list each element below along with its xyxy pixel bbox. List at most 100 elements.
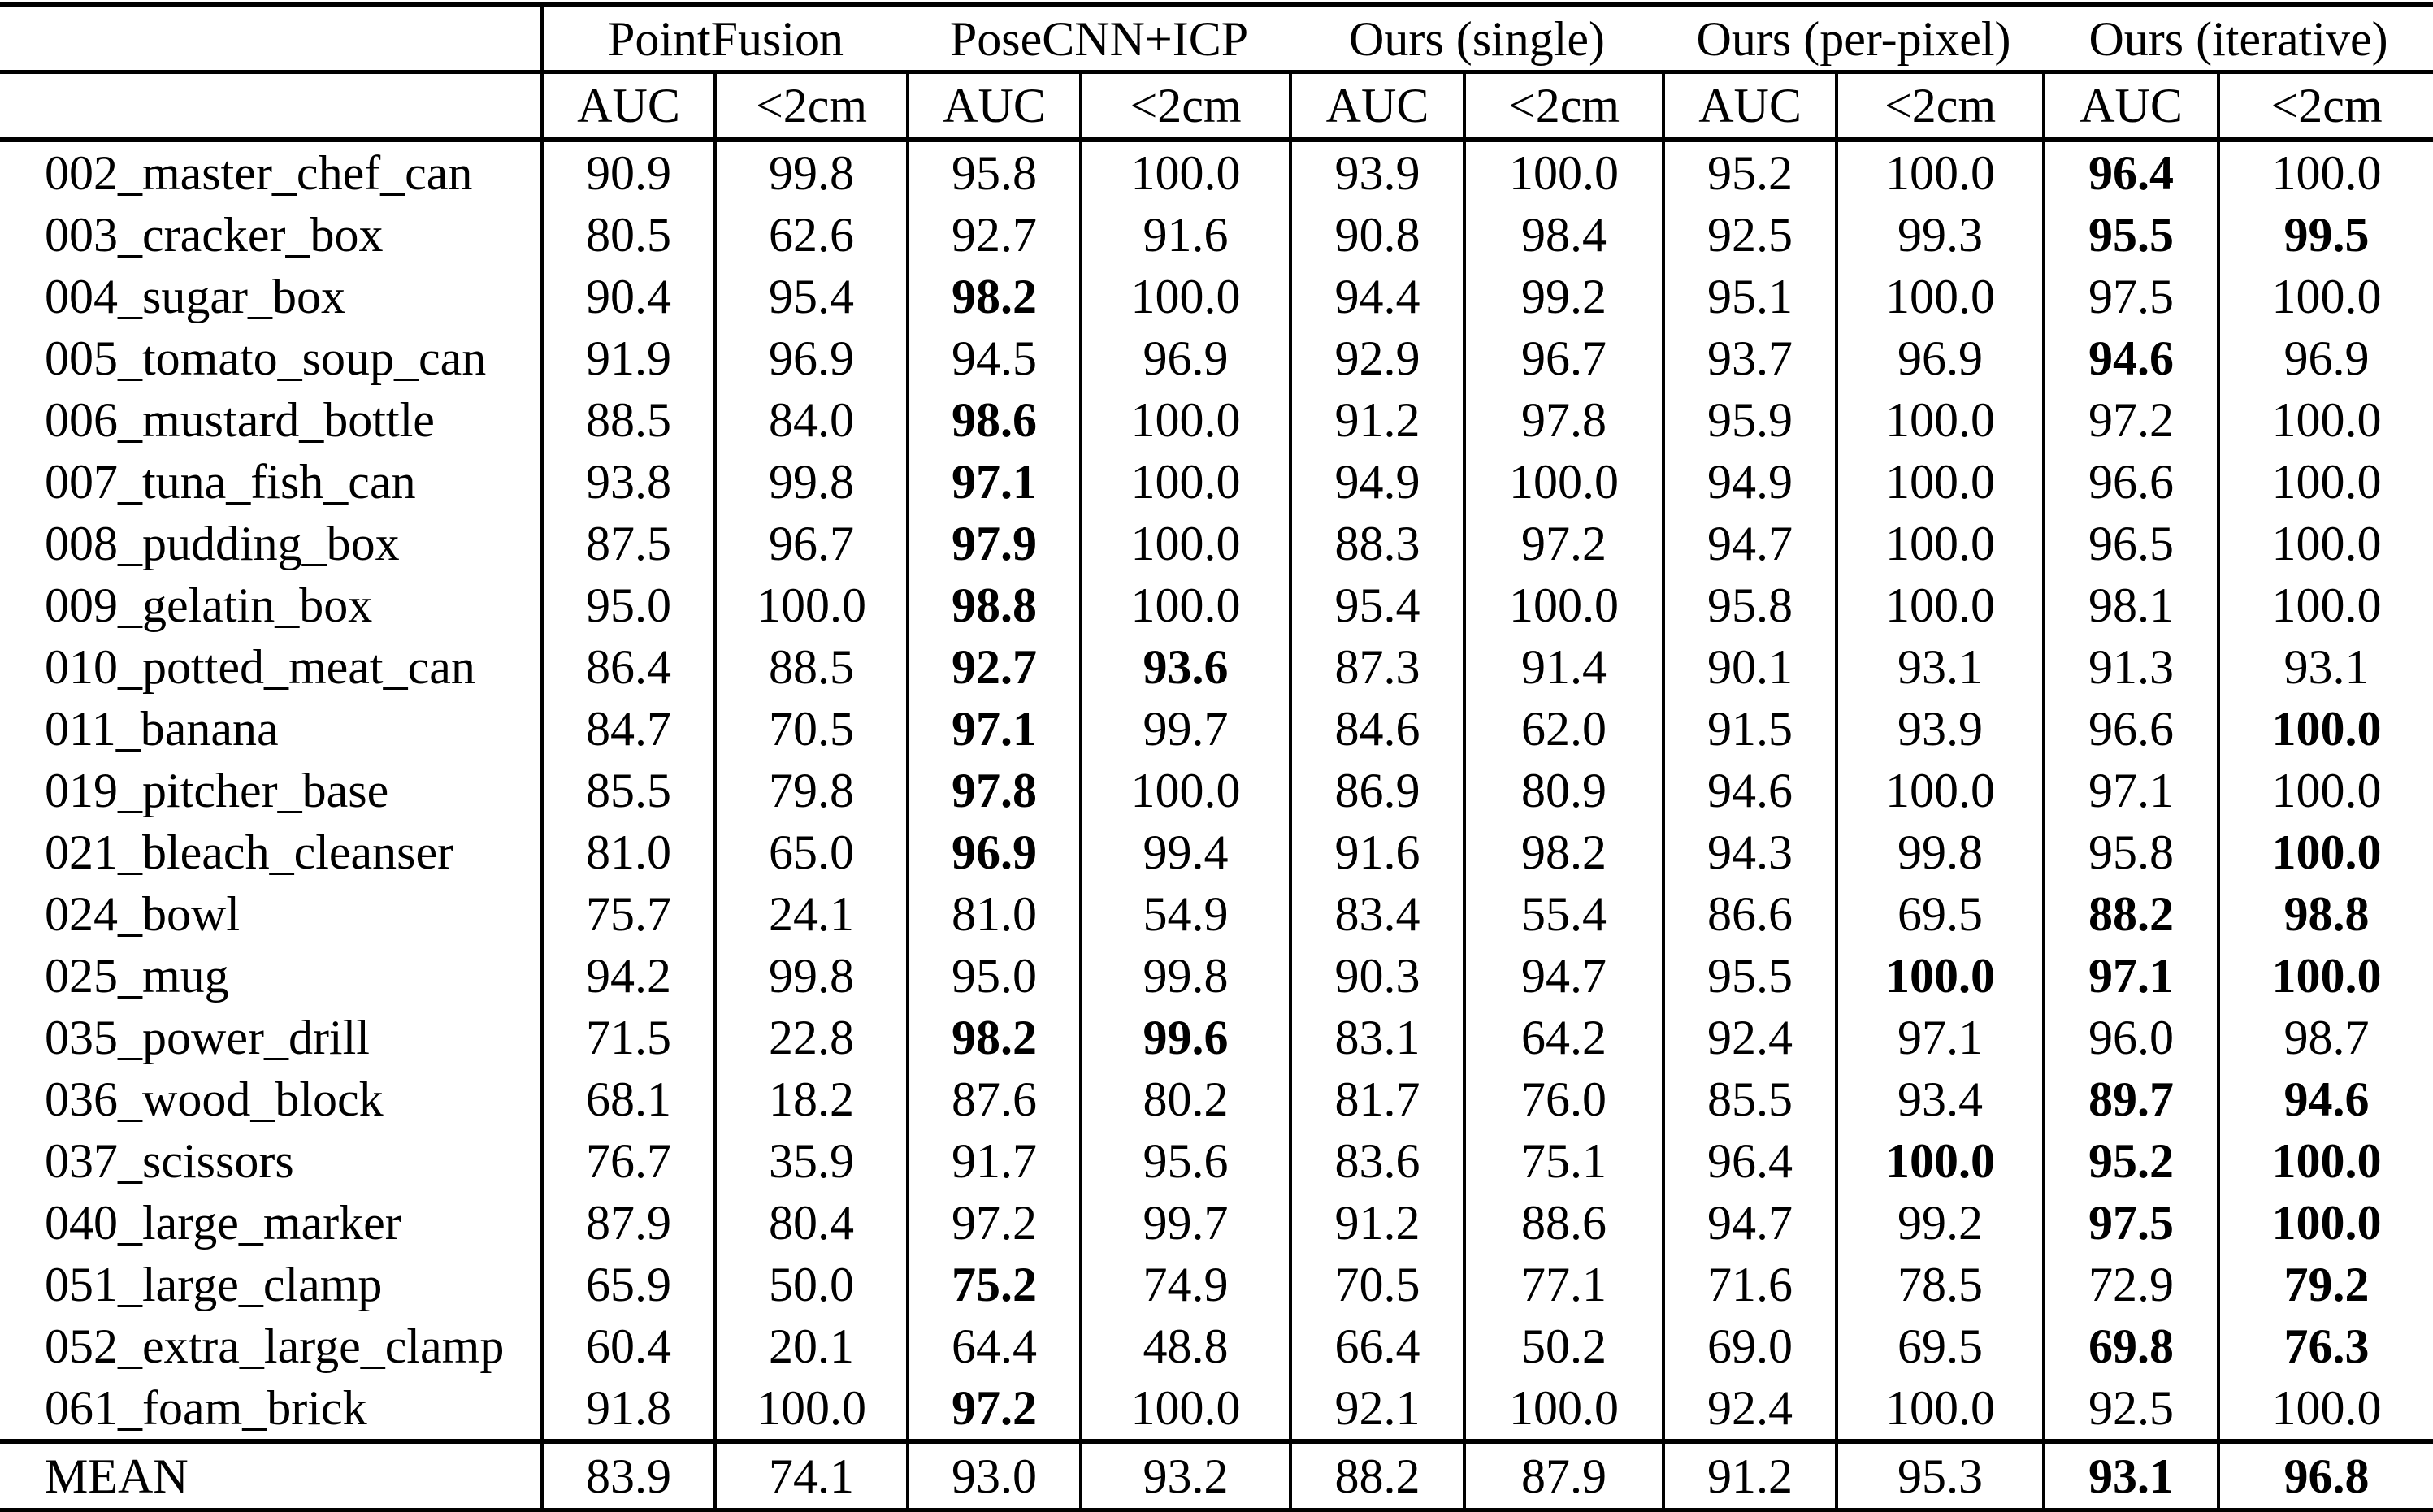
row-label-cell: 024_bowl bbox=[0, 883, 544, 945]
table-row: 040_large_marker 87.9 80.4 97.2 99.7 91.2 88.6… bbox=[0, 1192, 2433, 1254]
value-cell: 100.0 bbox=[1079, 140, 1291, 204]
value-cell: 70.5 bbox=[1289, 1254, 1465, 1315]
value-cell: 99.2 bbox=[1463, 266, 1664, 327]
value-cell: 100.0 bbox=[1835, 513, 2045, 574]
row-label-cell: 009_gelatin_box bbox=[0, 574, 544, 636]
value-cell: 91.4 bbox=[1463, 636, 1664, 698]
value-cell: 95.8 bbox=[1662, 574, 1837, 636]
value-cell: 96.9 bbox=[1835, 327, 2045, 389]
value-cell: 75.2 bbox=[906, 1254, 1082, 1315]
table-row: 021_bleach_cleanser 81.0 65.0 96.9 99.4 91.6 9… bbox=[0, 821, 2433, 883]
value-cell: 80.4 bbox=[713, 1192, 909, 1254]
value-cell: 55.4 bbox=[1463, 883, 1664, 945]
value-cell: 94.7 bbox=[1662, 513, 1837, 574]
value-cell: 65.0 bbox=[713, 821, 909, 883]
table-row: 051_large_clamp 65.9 50.0 75.2 74.9 70.5 77.1 7… bbox=[0, 1254, 2433, 1315]
value-cell: 95.0 bbox=[540, 574, 715, 636]
value-cell: 100.0 bbox=[2217, 1377, 2433, 1441]
row-label-cell: MEAN bbox=[0, 1439, 544, 1511]
value-cell: 96.4 bbox=[1662, 1130, 1837, 1192]
value-cell: 86.6 bbox=[1662, 883, 1837, 945]
value-cell: 94.6 bbox=[1662, 760, 1837, 821]
value-cell: 84.6 bbox=[1289, 698, 1465, 760]
value-cell: 97.8 bbox=[906, 760, 1082, 821]
value-cell: 83.4 bbox=[1289, 883, 1465, 945]
value-cell: 90.8 bbox=[1289, 204, 1465, 266]
value-cell: 69.5 bbox=[1835, 1315, 2045, 1377]
value-cell: 89.7 bbox=[2042, 1068, 2219, 1130]
value-cell: 96.9 bbox=[906, 821, 1082, 883]
value-cell: 100.0 bbox=[1463, 1377, 1664, 1441]
value-cell: 91.5 bbox=[1662, 698, 1837, 760]
value-cell: 100.0 bbox=[713, 1377, 909, 1441]
value-cell: 93.1 bbox=[2042, 1439, 2219, 1511]
subheader-2cm: <2cm bbox=[713, 71, 909, 142]
value-cell: 100.0 bbox=[1835, 140, 2045, 204]
value-cell: 93.8 bbox=[540, 451, 715, 513]
value-cell: 79.8 bbox=[713, 760, 909, 821]
value-cell: 100.0 bbox=[1835, 945, 2045, 1007]
value-cell: 97.1 bbox=[2042, 760, 2219, 821]
value-cell: 100.0 bbox=[1463, 574, 1664, 636]
value-cell: 50.0 bbox=[713, 1254, 909, 1315]
row-label-cell: 011_banana bbox=[0, 698, 544, 760]
value-cell: 69.5 bbox=[1835, 883, 2045, 945]
value-cell: 88.5 bbox=[713, 636, 909, 698]
value-cell: 91.3 bbox=[2042, 636, 2219, 698]
value-cell: 54.9 bbox=[1079, 883, 1291, 945]
value-cell: 100.0 bbox=[2217, 821, 2433, 883]
row-label-cell: 008_pudding_box bbox=[0, 513, 544, 574]
value-cell: 71.5 bbox=[540, 1007, 715, 1068]
table-row: 008_pudding_box 87.5 96.7 97.9 100.0 88.3 97.2… bbox=[0, 513, 2433, 574]
value-cell: 92.7 bbox=[906, 636, 1082, 698]
value-cell: 100.0 bbox=[1079, 451, 1291, 513]
subheader-2cm: <2cm bbox=[1835, 71, 2045, 142]
value-cell: 95.8 bbox=[906, 140, 1082, 204]
value-cell: 88.2 bbox=[2042, 883, 2219, 945]
value-cell: 94.2 bbox=[540, 945, 715, 1007]
value-cell: 94.5 bbox=[906, 327, 1082, 389]
value-cell: 96.7 bbox=[713, 513, 909, 574]
subheader-2cm: <2cm bbox=[1463, 71, 1664, 142]
value-cell: 92.5 bbox=[2042, 1377, 2219, 1441]
value-cell: 98.2 bbox=[906, 1007, 1082, 1068]
subheader-auc: AUC bbox=[1662, 71, 1837, 142]
value-cell: 95.5 bbox=[2042, 204, 2219, 266]
row-label-cell: 004_sugar_box bbox=[0, 266, 544, 327]
value-cell: 35.9 bbox=[713, 1130, 909, 1192]
subheader-auc: AUC bbox=[2042, 71, 2219, 142]
value-cell: 75.1 bbox=[1463, 1130, 1664, 1192]
value-cell: 86.4 bbox=[540, 636, 715, 698]
value-cell: 93.9 bbox=[1835, 698, 2045, 760]
value-cell: 97.5 bbox=[2042, 266, 2219, 327]
value-cell: 100.0 bbox=[2217, 760, 2433, 821]
value-cell: 93.1 bbox=[1835, 636, 2045, 698]
table-row: 004_sugar_box 90.4 95.4 98.2 100.0 94.4 99.2 95… bbox=[0, 266, 2433, 327]
group-header-pointfusion: PointFusion bbox=[542, 5, 909, 74]
value-cell: 92.4 bbox=[1662, 1377, 1837, 1441]
value-cell: 99.3 bbox=[1835, 204, 2045, 266]
value-cell: 100.0 bbox=[1079, 513, 1291, 574]
value-cell: 94.9 bbox=[1662, 451, 1837, 513]
value-cell: 97.1 bbox=[906, 698, 1082, 760]
value-cell: 64.2 bbox=[1463, 1007, 1664, 1068]
value-cell: 87.6 bbox=[906, 1068, 1082, 1130]
value-cell: 76.3 bbox=[2217, 1315, 2433, 1377]
table-row: 036_wood_block 68.1 18.2 87.6 80.2 81.7 76.0 85… bbox=[0, 1068, 2433, 1130]
value-cell: 88.6 bbox=[1463, 1192, 1664, 1254]
row-label-cell: 040_large_marker bbox=[0, 1192, 544, 1254]
value-cell: 93.6 bbox=[1079, 636, 1291, 698]
value-cell: 85.5 bbox=[1662, 1068, 1837, 1130]
value-cell: 100.0 bbox=[1463, 140, 1664, 204]
value-cell: 79.2 bbox=[2217, 1254, 2433, 1315]
value-cell: 97.1 bbox=[906, 451, 1082, 513]
value-cell: 68.1 bbox=[540, 1068, 715, 1130]
value-cell: 97.1 bbox=[1835, 1007, 2045, 1068]
row-label-cell: 035_power_drill bbox=[0, 1007, 544, 1068]
table-row: 002_master_chef_can 90.9 99.8 95.8 100.0 93.9… bbox=[0, 140, 2433, 204]
value-cell: 90.9 bbox=[540, 140, 715, 204]
value-cell: 80.9 bbox=[1463, 760, 1664, 821]
value-cell: 74.9 bbox=[1079, 1254, 1291, 1315]
value-cell: 100.0 bbox=[1835, 266, 2045, 327]
